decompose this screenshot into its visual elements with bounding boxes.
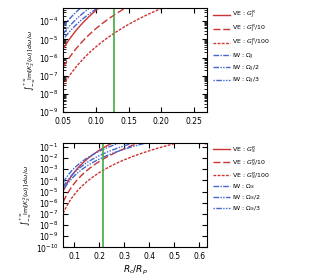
- Y-axis label: $\int_{-\infty}^{+\infty}\!\mathrm{Im}[K_2^2(\omega)]\,d\omega/\omega$: $\int_{-\infty}^{+\infty}\!\mathrm{Im}[K…: [19, 165, 34, 226]
- Y-axis label: $\int_{-\infty}^{+\infty}\!\mathrm{Im}[K_2^2(\omega)]\,d\omega/\omega$: $\int_{-\infty}^{+\infty}\!\mathrm{Im}[K…: [22, 30, 38, 91]
- X-axis label: $R_c/R_p$: $R_c/R_p$: [123, 264, 148, 277]
- Legend: VE : $G_J^R$, VE : $G_J^R$/10, VE : $G_J^R$/100, IW : $\Omega_J$, IW : $\Omega_J: VE : $G_J^R$, VE : $G_J^R$/10, VE : $G_J…: [213, 9, 270, 86]
- Legend: VE : $G_S^R$, VE : $G_S^R$/10, VE : $G_S^R$/100, IW : $\Omega_S$, IW : $\Omega_S: VE : $G_S^R$, VE : $G_S^R$/10, VE : $G_S…: [213, 145, 270, 213]
